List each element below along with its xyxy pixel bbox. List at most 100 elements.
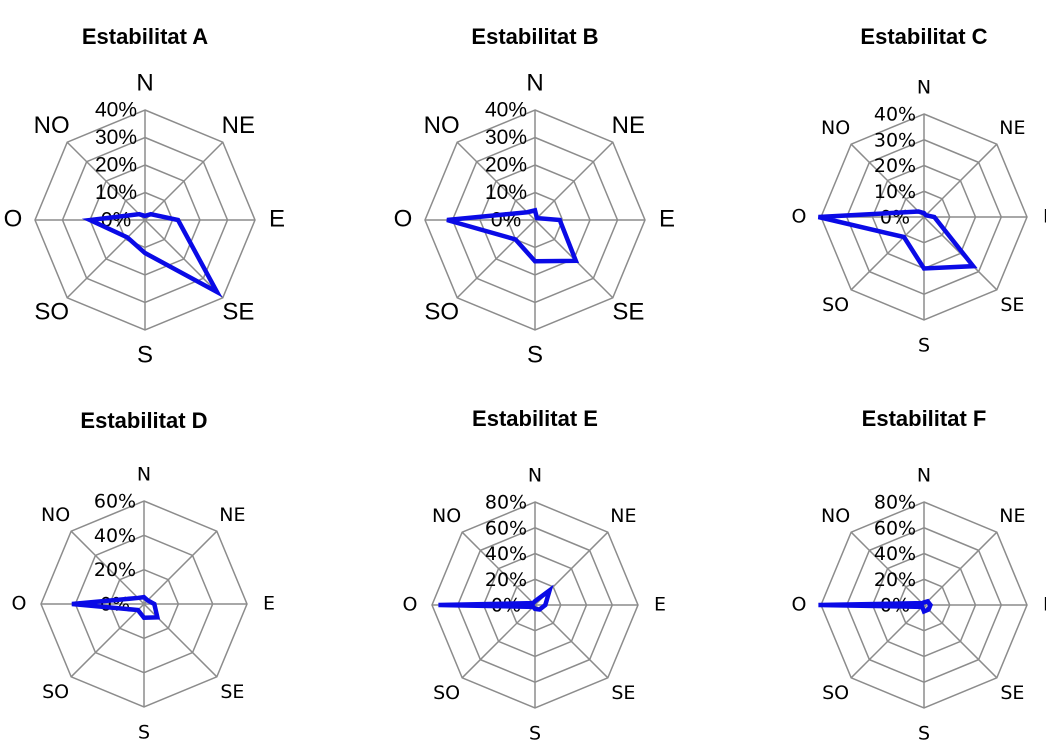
grid-spoke: [144, 219, 224, 299]
direction-label: NO: [821, 117, 850, 139]
tick-label: 20%: [95, 154, 137, 177]
direction-label: E: [269, 205, 285, 232]
radar-chart-4: Estabilitat D N NE E SE S SO O NO 0% 20% 40% 60%: [12, 408, 275, 742]
direction-label: SE: [1000, 294, 1024, 316]
direction-label: NE: [612, 112, 645, 139]
chart-title: Estabilitat C: [860, 24, 987, 49]
grid-spoke: [850, 216, 925, 291]
direction-label: E: [659, 205, 675, 232]
direction-label: N: [526, 69, 543, 96]
direction-label: NE: [219, 504, 245, 526]
tick-label: 0%: [880, 207, 910, 229]
direction-label: NO: [41, 504, 70, 526]
direction-label: N: [917, 77, 931, 99]
tick-label: 20%: [874, 569, 916, 591]
grid-spoke: [66, 219, 146, 299]
direction-label: SE: [220, 681, 244, 703]
direction-label: SO: [424, 299, 459, 326]
grid-spoke: [923, 143, 998, 218]
tick-label: 40%: [874, 104, 916, 126]
grid-spoke: [461, 604, 536, 679]
chart-title: Estabilitat E: [472, 406, 598, 431]
tick-label: 20%: [485, 569, 527, 591]
chart-title: Estabilitat F: [862, 406, 987, 431]
grid-spoke: [70, 530, 145, 605]
grid-spoke: [534, 604, 609, 679]
tick-label: 40%: [485, 543, 527, 565]
grid-spoke: [923, 531, 998, 606]
direction-label: SO: [822, 682, 849, 704]
direction-label: S: [138, 722, 150, 742]
tick-label: 20%: [874, 155, 916, 177]
grid-spoke: [850, 531, 925, 606]
direction-label: NE: [999, 505, 1025, 527]
tick-label: 40%: [94, 525, 136, 547]
grid-spoke: [850, 604, 925, 679]
tick-label: 40%: [485, 99, 527, 122]
direction-label: O: [792, 594, 807, 616]
direction-label: S: [137, 341, 153, 368]
grid-spoke: [534, 141, 614, 221]
tick-label: 30%: [95, 126, 137, 149]
grid-spoke: [923, 604, 998, 679]
tick-label: 60%: [874, 517, 916, 539]
grid-spoke: [144, 141, 224, 221]
direction-label: S: [918, 723, 930, 742]
tick-label: 40%: [95, 99, 137, 122]
direction-label: S: [529, 723, 541, 742]
direction-label: O: [403, 594, 418, 616]
direction-label: N: [917, 465, 931, 487]
grid-spoke: [143, 530, 218, 605]
chart-title: Estabilitat D: [80, 408, 207, 433]
direction-label: SE: [222, 299, 254, 326]
radar-chart-3: Estabilitat C N NE E SE S SO O NO 0% 10% 20% 30% 40%: [792, 24, 1046, 357]
direction-label: E: [654, 594, 666, 616]
direction-label: NE: [999, 117, 1025, 139]
chart-title: Estabilitat A: [82, 24, 208, 49]
direction-label: N: [528, 465, 542, 487]
direction-label: SE: [612, 299, 644, 326]
tick-label: 60%: [485, 517, 527, 539]
direction-label: S: [527, 341, 543, 368]
direction-label: SE: [1000, 682, 1024, 704]
direction-label: O: [394, 205, 413, 232]
grid-spoke: [70, 603, 145, 678]
direction-label: E: [1043, 594, 1046, 616]
tick-label: 10%: [874, 181, 916, 203]
grid-spoke: [456, 141, 536, 221]
tick-label: 80%: [874, 492, 916, 514]
grid-spoke: [66, 141, 146, 221]
tick-label: 80%: [485, 492, 527, 514]
tick-label: 10%: [485, 181, 527, 204]
direction-label: N: [137, 464, 151, 486]
direction-label: O: [4, 205, 23, 232]
direction-label: NO: [432, 505, 461, 527]
chart-title: Estabilitat B: [471, 24, 598, 49]
grid-spoke: [850, 143, 925, 218]
direction-label: NO: [424, 112, 460, 139]
direction-label: SO: [42, 681, 69, 703]
direction-label: SO: [34, 299, 69, 326]
direction-label: NE: [222, 112, 255, 139]
direction-label: N: [136, 69, 153, 96]
direction-label: SE: [611, 682, 635, 704]
tick-label: 10%: [95, 181, 137, 204]
tick-label: 40%: [874, 543, 916, 565]
tick-label: 0%: [100, 594, 130, 616]
direction-label: NE: [610, 505, 636, 527]
tick-label: 60%: [94, 491, 136, 513]
direction-label: O: [12, 593, 27, 615]
direction-label: S: [918, 335, 930, 357]
direction-label: NO: [821, 505, 850, 527]
direction-label: SO: [433, 682, 460, 704]
grid-spoke: [456, 219, 536, 299]
direction-label: E: [263, 593, 275, 615]
tick-label: 20%: [94, 559, 136, 581]
direction-label: SO: [822, 294, 849, 316]
direction-label: E: [1043, 206, 1046, 228]
